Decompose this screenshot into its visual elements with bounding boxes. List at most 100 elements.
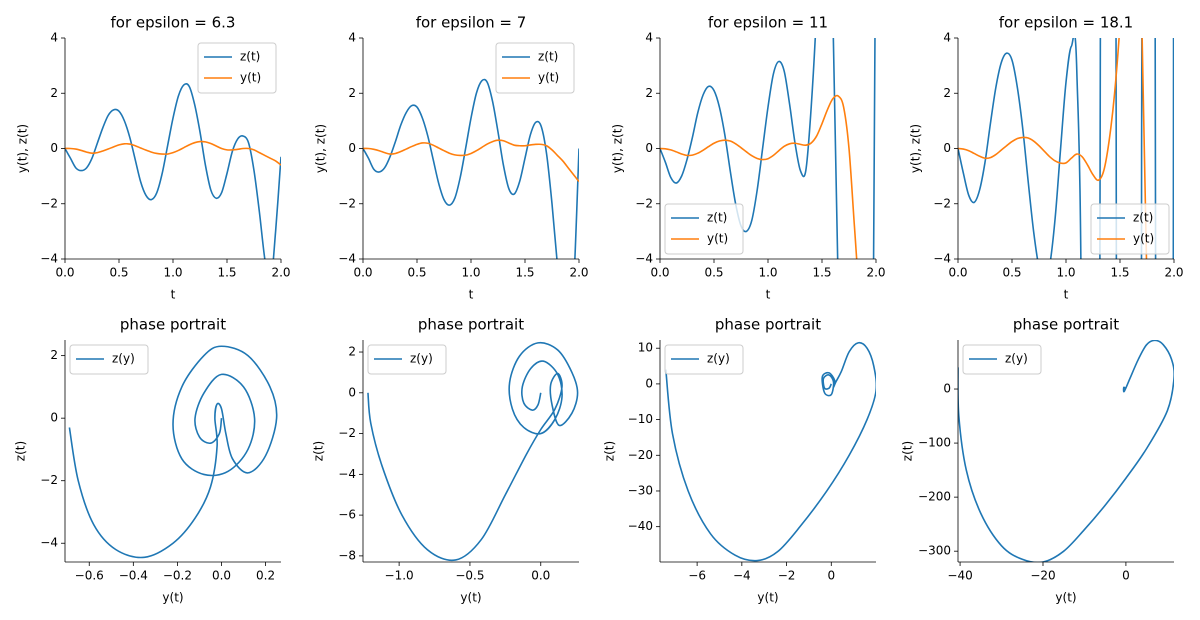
legend-box [367,344,447,375]
y-tick-label: −2 [40,196,58,210]
x-tick-label: 2.0 [271,266,290,280]
y-tick-label: −200 [918,490,951,504]
x-tick-label: 1.5 [812,266,831,280]
legend-label: y(t) [538,71,559,85]
legend: z(y) [69,344,149,375]
series-line [363,139,579,183]
y-axis-label: z(t) [312,441,326,461]
x-axis-label: y(t) [460,591,481,605]
series-line [660,38,876,259]
legend: z(t) y(t) [664,203,744,255]
x-axis-label: t [1064,288,1069,302]
series-line [68,345,278,559]
x-tick-label: 0 [1122,569,1130,583]
subplot: for epsilon = 7 t y(t), z(t) 0.0 0.5 1.0 1.5 2.… [314,14,589,302]
x-tick-label: 1.0 [461,266,480,280]
x-tick-label: 1.0 [163,266,182,280]
y-tick-label: 4 [50,31,58,45]
y-tick-label: −6 [338,508,356,522]
y-tick-label: 0 [50,141,58,155]
subplot-title: for epsilon = 6.3 [111,14,236,32]
y-tick-label: −4 [635,252,653,266]
subplot-title: phase portrait [715,316,821,334]
x-tick-label: 0.0 [948,266,967,280]
series-line [65,83,281,259]
x-tick-label: 0.2 [256,569,275,583]
subplot: for epsilon = 6.3 t y(t), z(t) 0.0 0.5 1.0 1.5… [16,14,291,302]
subplot-title: phase portrait [120,316,226,334]
series-line [665,341,876,562]
y-tick-label: −8 [338,548,356,562]
legend: z(t) y(t) [495,42,575,94]
x-tick-label: 0.0 [55,266,74,280]
x-tick-label: −4 [733,569,751,583]
x-tick-label: 0 [827,569,835,583]
y-tick-label: 2 [50,86,58,100]
y-tick-label: −2 [338,426,356,440]
series-line [958,38,1148,259]
legend-box [664,203,744,255]
legend-box [69,344,149,375]
x-axis-label: t [469,288,474,302]
y-tick-label: 0 [943,141,951,155]
y-tick-label: 0 [348,385,356,399]
y-tick-label: 4 [645,31,653,45]
y-axis-label: z(t) [14,441,28,461]
x-tick-label: −40 [947,569,972,583]
y-tick-label: 4 [348,31,356,45]
y-tick-label: 0 [645,141,653,155]
x-axis-label: t [766,288,771,302]
legend-box [495,42,575,94]
y-tick-label: −20 [628,448,653,462]
subplot-title: phase portrait [1013,316,1119,334]
plot-lines [958,38,1174,259]
x-tick-label: 0.5 [109,266,128,280]
x-tick-label: 0.0 [212,569,231,583]
subplot: phase portrait y(t) z(t) −0.6 −0.4 −0.2 0.0 0.2… [14,316,281,605]
x-tick-label: 0.0 [650,266,669,280]
x-tick-label: 1.0 [1056,266,1075,280]
legend-box [664,344,744,375]
y-tick-label: 4 [943,31,951,45]
series-line [367,341,579,562]
x-axis-label: y(t) [757,591,778,605]
legend: z(y) [664,344,744,375]
series-line [958,38,1174,259]
x-axis-label: y(t) [1055,591,1076,605]
y-tick-label: −2 [635,196,653,210]
plot-lines [958,340,1174,562]
y-tick-label: −2 [40,473,58,487]
y-axis-label: z(t) [603,441,617,461]
y-axis-label: y(t), z(t) [611,124,625,173]
y-tick-label: −2 [933,196,951,210]
plot-lines [65,83,281,259]
x-tick-label: 2.0 [1164,266,1183,280]
y-tick-label: 2 [50,348,58,362]
x-tick-label: −20 [1030,569,1055,583]
y-tick-label: 0 [943,382,951,396]
plot-lines [68,345,278,559]
x-tick-label: −0.2 [163,569,192,583]
subplot-title: for epsilon = 18.1 [999,14,1133,32]
x-tick-label: 1.5 [515,266,534,280]
y-tick-label: 0 [348,141,356,155]
y-tick-label: −4 [40,536,58,550]
y-tick-label: 2 [943,86,951,100]
plot-lines [363,78,579,259]
legend-label: z(t) [240,50,260,64]
x-tick-label: −2 [778,569,796,583]
y-tick-label: −30 [628,483,653,497]
x-tick-label: 0.5 [1002,266,1021,280]
x-axis-label: t [171,288,176,302]
legend-box [962,344,1042,375]
legend-label: z(t) [1133,211,1153,225]
legend: z(t) y(t) [197,42,277,94]
y-axis-label: y(t), z(t) [909,124,923,173]
subplot-title: for epsilon = 7 [416,14,527,32]
y-axis-label: y(t), z(t) [16,124,30,173]
y-tick-label: 2 [645,86,653,100]
